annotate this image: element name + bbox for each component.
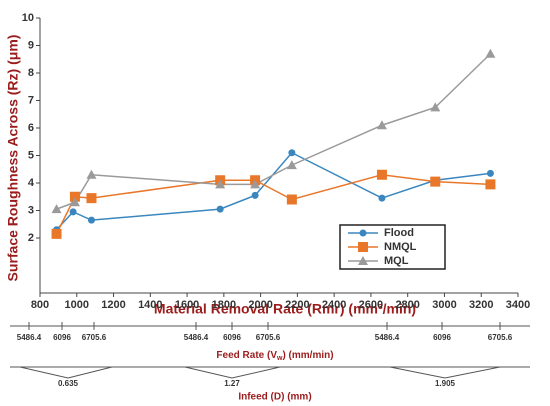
infeed-label: 1.905 [435,379,456,388]
data-point [87,216,95,224]
data-point [486,169,494,177]
x-tick-label: 1600 [175,299,199,311]
y-tick-label: 7 [28,94,34,106]
legend-marker [359,229,367,237]
x-axis-title: Material Removal Rate (Rmr) (mm³/min) [154,301,416,317]
feed-rate-title-b: ) (mm/min) [282,350,333,361]
feed-rate-label: 6096 [433,333,451,342]
data-point [69,197,80,207]
data-point [430,102,441,112]
data-point [485,179,496,190]
x-tick-label: 2400 [322,299,346,311]
feed-rate-label: 6705.6 [488,333,513,342]
infeed-label: 0.635 [58,379,79,388]
legend-marker [358,242,368,252]
x-tick-label: 2600 [359,299,383,311]
infeed-title: Infeed (D) (mm) [238,392,311,403]
x-tick-label: 800 [31,299,49,311]
feed-rate-label: 5486.4 [375,333,400,342]
y-tick-label: 3 [28,204,34,216]
feed-rate-label: 6705.6 [256,333,281,342]
data-point [250,179,261,189]
data-point [69,191,80,202]
data-point [378,194,386,202]
y-tick-label: 8 [28,67,34,79]
data-point [51,204,62,214]
x-tick-label: 1800 [212,299,236,311]
legend-label: Flood [384,227,414,239]
x-tick-label: 1400 [138,299,162,311]
data-point [430,176,441,187]
feed-rate-label: 6096 [223,333,241,342]
data-point [376,120,387,130]
data-point [215,179,226,189]
y-tick-label: 6 [28,122,34,134]
data-point [51,228,62,239]
infeed-label: 1.27 [224,379,240,388]
data-point [251,191,259,199]
y-tick-label: 4 [28,177,35,189]
infeed-brace [19,366,113,379]
feed-rate-title-a: Feed Rate (V [216,350,277,361]
feed-rate-title-sub: w [276,355,283,362]
data-point [286,194,297,205]
infeed-brace [389,366,501,379]
x-tick-label: 3000 [432,299,456,311]
y-tick-label: 5 [28,149,34,161]
y-tick-label: 9 [28,39,34,51]
x-tick-label: 2800 [395,299,419,311]
data-point [485,48,496,58]
feed-rate-label: 5486.4 [184,333,209,342]
x-tick-label: 2000 [248,299,272,311]
x-tick-label: 2200 [285,299,309,311]
series-line [56,53,491,210]
legend-label: MQL [384,255,409,267]
feed-rate-title: Feed Rate (Vw) (mm/min) [216,350,333,362]
data-point [286,160,297,170]
data-point [69,208,77,216]
feed-rate-label: 6096 [53,333,71,342]
y-tick-label: 2 [28,232,34,244]
legend-label: NMQL [384,241,417,253]
data-point [288,149,296,157]
data-point [376,169,387,180]
feed-rate-label: 6705.6 [82,333,107,342]
series-line [55,151,491,231]
y-tick-label: 10 [22,12,34,24]
legend-marker [358,256,368,265]
data-point [86,169,97,179]
feed-rate-label: 5486.4 [17,333,42,342]
y-axis-title: Surface Roughness Across (Rz) (μm) [5,35,21,282]
x-tick-label: 1000 [65,299,89,311]
x-tick-label: 3200 [469,299,493,311]
x-tick-label: 1200 [101,299,125,311]
x-tick-label: 3400 [506,299,530,311]
data-point [216,205,224,213]
data-point [86,193,97,204]
infeed-brace [184,366,281,379]
